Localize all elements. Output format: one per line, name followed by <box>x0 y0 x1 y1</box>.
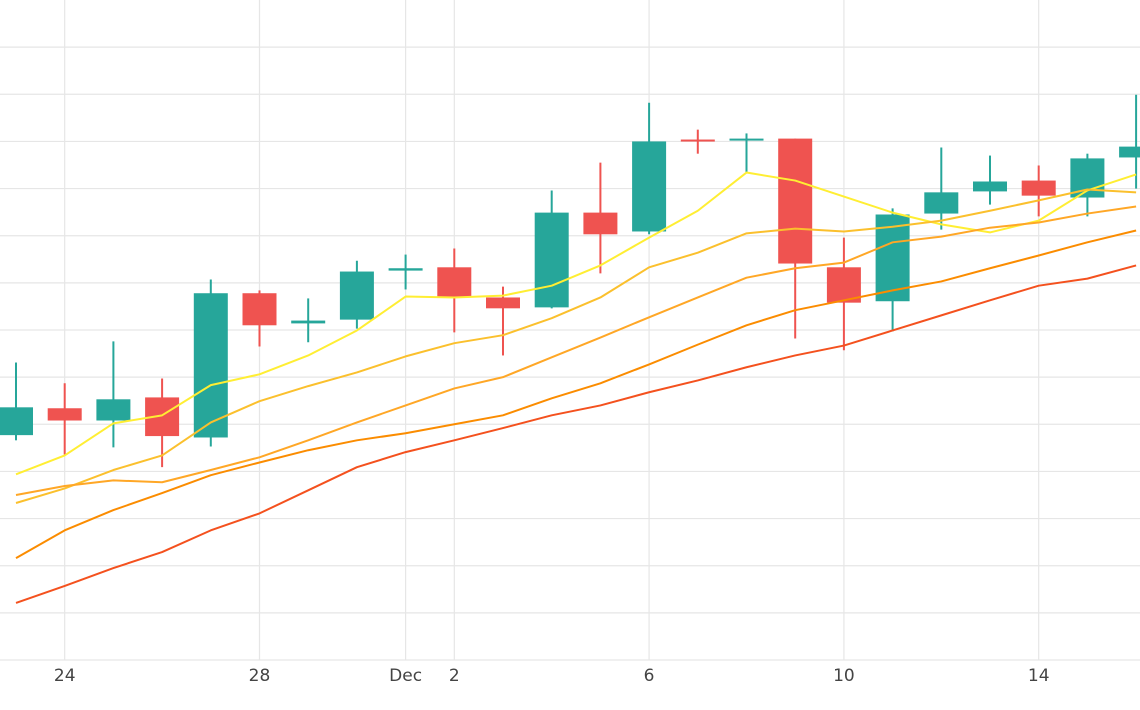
candle-body <box>47 408 82 421</box>
x-tick-label: Dec <box>389 666 422 686</box>
candle-body <box>486 297 520 309</box>
candle-body <box>632 141 667 232</box>
candle-body <box>96 399 131 421</box>
candle-body <box>973 181 1007 192</box>
candle-body <box>729 138 764 141</box>
candle-body <box>583 212 618 235</box>
candle-body <box>1119 146 1140 158</box>
x-tick-label: 6 <box>644 666 655 686</box>
candle-body <box>193 293 228 438</box>
x-tick-label: 28 <box>249 666 271 686</box>
moving-average-line <box>15 171 1137 476</box>
candle-body <box>1021 180 1056 196</box>
x-tick-label: 14 <box>1028 666 1050 686</box>
candle-body <box>680 139 715 142</box>
moving-average-line <box>15 205 1137 496</box>
candle-body <box>778 138 813 264</box>
candle-body <box>875 214 910 302</box>
candle-body <box>339 271 374 320</box>
moving-average-line <box>15 188 1137 504</box>
moving-average-line <box>15 229 1137 560</box>
candle-body <box>242 293 277 326</box>
candle-body <box>534 212 569 308</box>
x-tick-label: 10 <box>833 666 855 686</box>
candle-body <box>388 268 423 271</box>
candle-body <box>437 267 472 297</box>
candle-body <box>0 407 33 436</box>
candle-body <box>924 192 959 214</box>
candle-body <box>826 267 861 303</box>
candle-body <box>291 320 326 324</box>
moving-average-line <box>15 264 1137 604</box>
x-tick-label: 24 <box>54 666 76 686</box>
x-tick-label: 2 <box>449 666 460 686</box>
